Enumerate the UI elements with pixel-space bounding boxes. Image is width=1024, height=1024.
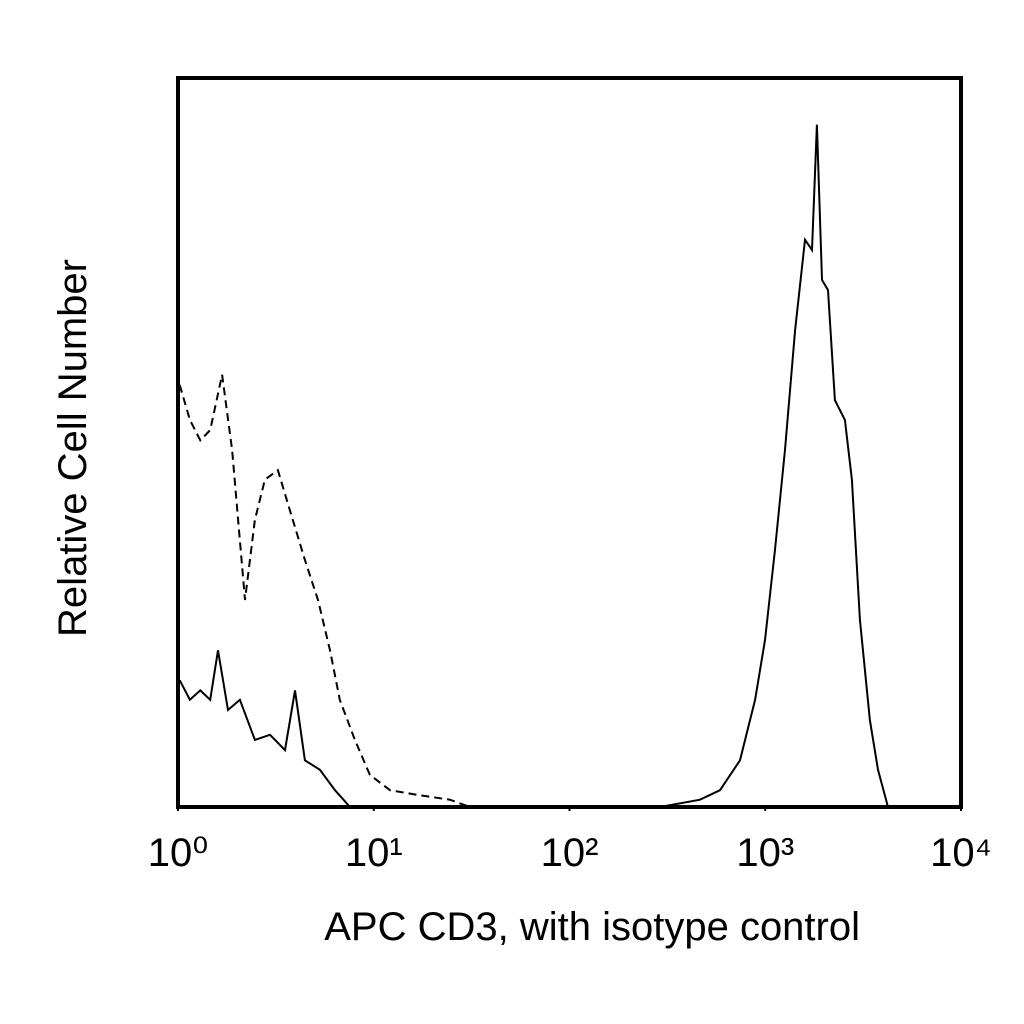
plot-frame	[176, 76, 963, 809]
x-axis-label: APC CD3, with isotype control	[324, 905, 860, 949]
x-tick-label: 10³	[736, 831, 794, 875]
x-tick-label: 10⁴	[930, 831, 992, 875]
histogram-line	[178, 374, 471, 808]
y-axis-label: Relative Cell Number	[51, 259, 95, 637]
x-tick-label: 10²	[541, 831, 599, 875]
x-tick-label: 10¹	[345, 831, 403, 875]
histogram-line	[178, 124, 889, 808]
x-tick-label: 10⁰	[148, 831, 209, 875]
